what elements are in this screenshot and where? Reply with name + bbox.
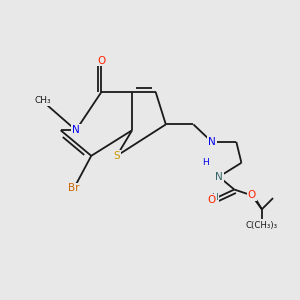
Text: H: H — [212, 193, 218, 202]
Text: O: O — [98, 56, 106, 65]
Text: C(CH₃)₃: C(CH₃)₃ — [246, 221, 278, 230]
Text: N: N — [215, 172, 223, 182]
Text: O: O — [248, 190, 256, 200]
Text: S: S — [113, 151, 120, 161]
Text: CH₃: CH₃ — [34, 96, 51, 105]
Text: H: H — [202, 158, 209, 167]
Text: N: N — [72, 125, 80, 135]
Text: N: N — [208, 137, 216, 147]
Text: O: O — [208, 195, 216, 205]
Text: Br: Br — [68, 183, 80, 194]
